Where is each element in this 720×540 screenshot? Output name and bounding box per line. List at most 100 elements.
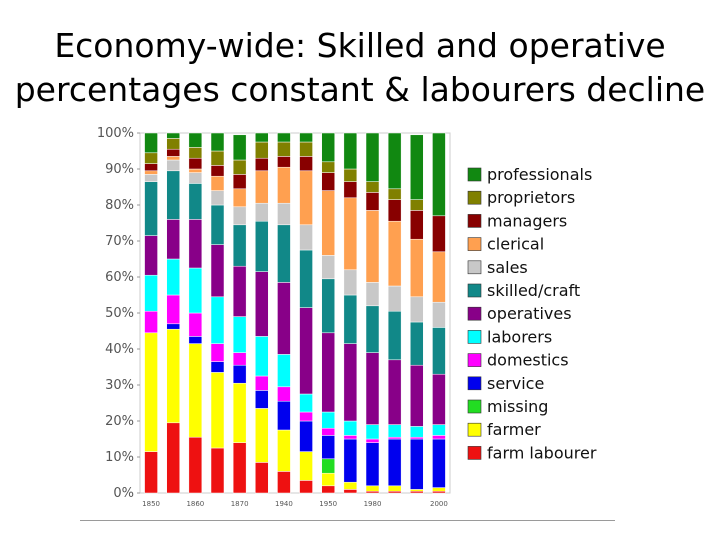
y-tick-label: 90%	[105, 162, 134, 177]
bar-segment-domestics	[365, 438, 380, 443]
bar-segment-domestics	[210, 343, 225, 362]
bar-segment-operatives	[232, 265, 247, 317]
bar-segment-farmer	[432, 487, 446, 492]
bar-segment-farm-labourer	[166, 422, 180, 494]
bar-segment-operatives	[387, 359, 402, 425]
bar-segment-service	[232, 364, 247, 384]
bar-segment-farm-labourer	[277, 471, 291, 494]
bar-segment-farmer	[410, 489, 424, 492]
legend-swatch	[467, 167, 482, 182]
bar-segment-proprietors	[144, 152, 158, 164]
legend-label: missing	[487, 397, 548, 416]
x-tick-label: 2000	[430, 500, 448, 508]
bar-segment-managers	[232, 174, 247, 190]
legend-label: laborers	[487, 327, 552, 346]
bar-segment-domestics	[277, 386, 291, 402]
legend-swatch	[467, 237, 482, 251]
legend-swatch	[467, 422, 482, 437]
bar-segment-professionals	[410, 134, 424, 200]
bar-segment-managers	[255, 157, 269, 172]
bar-segment-farm-labourer	[210, 447, 225, 494]
bar-segment-clerical	[277, 166, 291, 204]
bar-segment-sales	[343, 269, 358, 296]
y-tick-label: 60%	[105, 270, 134, 285]
bar-segment-domestics	[410, 436, 424, 440]
bar-segment-managers	[144, 163, 158, 172]
bar-segment-proprietors	[343, 168, 358, 182]
bar-segment-laborers	[144, 274, 158, 312]
bar-segment-sales	[365, 282, 380, 307]
bar-segment-farm-labourer	[321, 485, 335, 494]
bar-segment-operatives	[144, 235, 158, 276]
plot-frame	[139, 132, 451, 494]
bar-segment-operatives	[166, 219, 180, 260]
bar-segment-managers	[299, 156, 313, 172]
legend-label: operatives	[487, 304, 572, 323]
bar-segment-skilled-craft	[144, 181, 158, 236]
x-tick-label: 1860	[186, 500, 204, 508]
bar-segment-managers	[188, 157, 203, 170]
bar-segment-professionals	[188, 132, 203, 148]
bar-segment-laborers	[277, 354, 291, 388]
y-tick-label: 50%	[105, 306, 134, 321]
bar-segment-farm-labourer	[410, 490, 424, 494]
bar-segment-professionals	[387, 132, 402, 190]
bar-segment-proprietors	[210, 150, 225, 166]
bar-segment-service	[188, 336, 203, 344]
bar-segment-skilled-craft	[432, 327, 446, 375]
bar-segment-laborers	[188, 267, 203, 314]
legend-swatch	[467, 376, 482, 391]
bar-segment-professionals	[232, 134, 247, 161]
bar-segment-professionals	[255, 132, 269, 143]
y-tick-label: 100%	[97, 126, 134, 141]
bar-segment-proprietors	[321, 161, 335, 173]
bar-segment-laborers	[365, 424, 380, 440]
bar-segment-professionals	[299, 132, 313, 143]
bar-segment-laborers	[299, 393, 313, 413]
bar-segment-professionals	[432, 132, 446, 217]
bar-segment-farm-labourer	[255, 462, 269, 494]
bar-segment-farm-labourer	[343, 489, 358, 494]
bar-segment-farmer	[277, 429, 291, 472]
x-tick-label: 1980	[364, 500, 382, 508]
bar-segment-operatives	[210, 244, 225, 298]
bar-segment-domestics	[299, 411, 313, 422]
x-tick-label: 1870	[231, 500, 249, 508]
bar-segment-laborers	[255, 336, 269, 377]
bar-segment-domestics	[232, 352, 247, 366]
legend-label: proprietors	[487, 188, 575, 207]
legend-swatch	[467, 353, 482, 367]
bar-segment-clerical	[210, 175, 225, 191]
bar-segment-service	[166, 323, 180, 330]
bar-segment-proprietors	[255, 141, 269, 159]
bar-segment-sales	[387, 285, 402, 312]
bar-segment-clerical	[188, 168, 203, 173]
bar-segment-service	[387, 438, 402, 487]
bar-segment-clerical	[432, 251, 446, 303]
bar-segment-sales	[188, 172, 203, 184]
bar-segment-proprietors	[166, 138, 180, 150]
bar-segment-proprietors	[410, 199, 424, 211]
legend-swatch	[467, 399, 482, 414]
bar-segment-professionals	[343, 132, 358, 170]
bar-segment-proprietors	[299, 141, 313, 157]
legend-label: skilled/craft	[487, 281, 580, 300]
bar-segment-professionals	[144, 132, 158, 154]
x-tick-label: 1950	[319, 500, 337, 508]
bar-segment-domestics	[432, 435, 446, 440]
bar-segment-service	[321, 435, 335, 460]
bar-segment-missing	[321, 458, 335, 474]
slide-title-line-2: percentages constant & labourers decline	[14, 70, 706, 109]
bar-segment-sales	[277, 202, 291, 226]
bar-segment-operatives	[365, 352, 380, 425]
legend-swatch	[467, 306, 482, 321]
bar-segment-farm-labourer	[387, 490, 402, 494]
y-tick-label: 30%	[105, 378, 134, 393]
bar-segment-sales	[255, 202, 269, 222]
legend-swatch	[467, 214, 482, 228]
bar-segment-skilled-craft	[299, 249, 313, 308]
bar-segment-domestics	[188, 312, 203, 337]
bar-segment-professionals	[166, 132, 180, 139]
bar-segment-service	[255, 390, 269, 409]
bar-segment-skilled-craft	[232, 224, 247, 267]
